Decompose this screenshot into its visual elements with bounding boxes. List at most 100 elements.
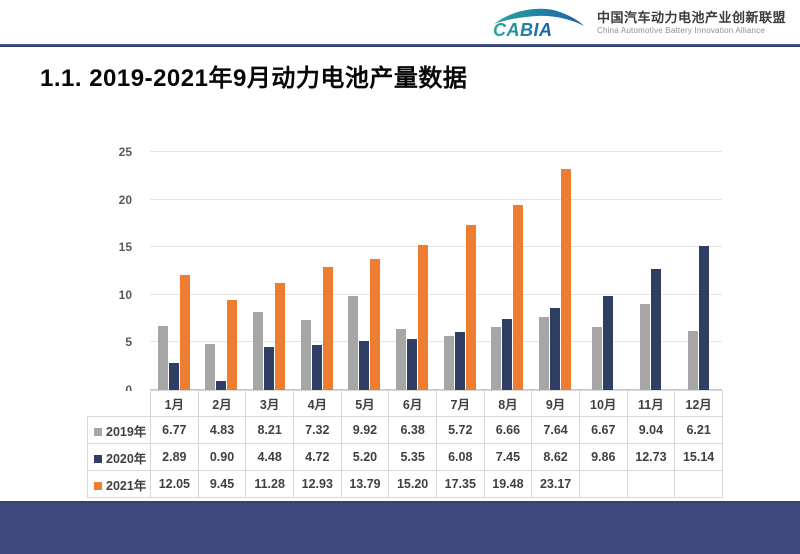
org-name-zh: 中国汽车动力电池产业创新联盟	[596, 9, 786, 25]
header-divider	[0, 44, 800, 47]
bar-2020年-9月	[550, 307, 561, 390]
x-axis-label-8月: 8月	[483, 390, 533, 417]
y-axis-tick-label: 10	[118, 287, 132, 302]
bar-2020年-2月	[216, 381, 227, 390]
bar-2020年-3月	[264, 347, 275, 390]
x-axis-label-9月: 9月	[531, 390, 580, 417]
value-cell-2021年-5月: 13.79	[340, 470, 390, 498]
bar-2020年-4月	[311, 345, 322, 390]
bar-2020年-8月	[502, 319, 513, 390]
bar-group-2月	[198, 152, 246, 390]
value-cell-2021年-8月: 19.48	[483, 470, 533, 498]
cabia-logo-icon: CABIA	[493, 8, 584, 40]
bar-2019年-6月	[396, 329, 407, 390]
header-brand: CABIA 中国汽车动力电池产业创新联盟 China Automotive Ba…	[491, 5, 786, 41]
value-cell-2021年-4月: 12.93	[292, 470, 342, 498]
legend-swatch-icon	[94, 427, 102, 436]
org-name-en: China Automotive Battery Innovation Alli…	[596, 26, 765, 36]
bar-2019年-8月	[491, 326, 502, 390]
y-axis-labels: 0 5 10 15 20 25	[94, 146, 142, 396]
logo-text: CABIA	[493, 20, 553, 40]
bar-2020年-1月	[168, 362, 179, 390]
value-cell-2020年-5月: 5.20	[340, 443, 390, 471]
value-cell-2020年-7月: 6.08	[435, 443, 485, 471]
table-row-2019年: 2019年 6.77 4.83 8.21 7.32 9.92 6.38 5.72 6.66 7.6…	[87, 416, 723, 444]
bar-2021年-3月	[275, 282, 286, 390]
page-title: 1.1. 2019-2021年9月动力电池产量数据	[40, 65, 468, 92]
value-cell-2020年-8月: 7.45	[483, 443, 533, 471]
bar-group-9月	[531, 152, 579, 390]
value-cell-2019年-5月: 9.92	[340, 416, 390, 444]
value-cell-2020年-2月: 0.90	[197, 443, 247, 471]
x-axis-label-4月: 4月	[292, 390, 342, 417]
value-cell-2019年-2月: 4.83	[197, 416, 247, 444]
y-axis-tick-label: 20	[118, 192, 132, 207]
gridline-10	[150, 293, 722, 295]
bar-group-11月	[627, 152, 675, 390]
bar-group-5月	[341, 152, 389, 390]
bar-2020年-10月	[603, 296, 614, 390]
value-cell-2021年-10月	[578, 470, 628, 498]
bar-2020年-7月	[454, 332, 465, 390]
bar-group-3月	[245, 152, 293, 390]
legend-label: 2020年	[106, 451, 147, 466]
value-cell-2019年-1月: 6.77	[150, 416, 199, 444]
legend-cell-2019年: 2019年	[87, 416, 151, 444]
value-cell-2020年-6月: 5.35	[388, 443, 437, 471]
bar-2019年-9月	[539, 317, 550, 390]
legend-swatch-icon	[94, 481, 102, 490]
value-cell-2019年-12月: 6.21	[674, 416, 723, 444]
legend-cell-2020年: 2020年	[87, 443, 151, 471]
value-cell-2021年-6月: 15.20	[388, 470, 437, 498]
table-row-2021年: 2021年 12.05 9.45 11.28 12.93 13.79 15.20 17.35 1…	[87, 470, 723, 498]
value-cell-2019年-9月: 7.64	[531, 416, 580, 444]
x-axis-label-7月: 7月	[435, 390, 485, 417]
value-cell-2021年-12月	[674, 470, 723, 498]
bar-2020年-5月	[359, 340, 370, 390]
x-axis-label-3月: 3月	[245, 390, 294, 417]
bar-2021年-5月	[370, 258, 381, 390]
bar-2019年-1月	[157, 325, 168, 390]
value-cell-2019年-7月: 5.72	[435, 416, 485, 444]
value-cell-2020年-9月: 8.62	[531, 443, 580, 471]
value-cell-2019年-8月: 6.66	[483, 416, 533, 444]
value-cell-2021年-3月: 11.28	[245, 470, 294, 498]
bar-2021年-8月	[513, 204, 524, 390]
value-cell-2020年-10月: 9.86	[578, 443, 628, 471]
bar-2020年-6月	[407, 339, 418, 390]
x-axis-label-11月: 11月	[626, 390, 676, 417]
value-cell-2021年-7月: 17.35	[435, 470, 485, 498]
value-cell-2020年-4月: 4.72	[292, 443, 342, 471]
org-names: 中国汽车动力电池产业创新联盟 China Automotive Battery …	[596, 9, 786, 36]
x-axis-label-10月: 10月	[578, 390, 628, 417]
value-cell-2020年-11月: 12.73	[626, 443, 676, 471]
gridline-20	[150, 198, 722, 200]
gridline-25	[150, 151, 722, 152]
bar-2021年-2月	[227, 300, 238, 390]
x-axis-label-12月: 12月	[674, 390, 723, 417]
value-cell-2020年-3月: 4.48	[245, 443, 294, 471]
bar-2021年-7月	[465, 224, 476, 390]
x-axis-label-5月: 5月	[340, 390, 390, 417]
table-corner-cell	[87, 390, 151, 417]
value-cell-2019年-11月: 9.04	[626, 416, 676, 444]
bar-group-6月	[388, 152, 436, 390]
bar-2019年-3月	[253, 311, 264, 390]
value-cell-2021年-2月: 9.45	[197, 470, 247, 498]
bar-2021年-4月	[322, 266, 333, 390]
value-cell-2019年-10月: 6.67	[578, 416, 628, 444]
bar-2019年-5月	[348, 295, 359, 390]
value-cell-2021年-11月	[626, 470, 676, 498]
bar-2019年-7月	[443, 335, 454, 390]
legend-swatch-icon	[94, 454, 102, 463]
gridline-15	[150, 246, 722, 248]
bar-group-12月	[674, 152, 722, 390]
bar-2020年-12月	[698, 245, 709, 390]
bar-2019年-2月	[205, 344, 216, 390]
legend-label: 2021年	[106, 478, 147, 493]
bar-group-1月	[150, 152, 198, 390]
x-axis-label-1月: 1月	[150, 390, 199, 417]
legend-cell-2021年: 2021年	[87, 470, 151, 498]
value-cell-2021年-1月: 12.05	[150, 470, 199, 498]
